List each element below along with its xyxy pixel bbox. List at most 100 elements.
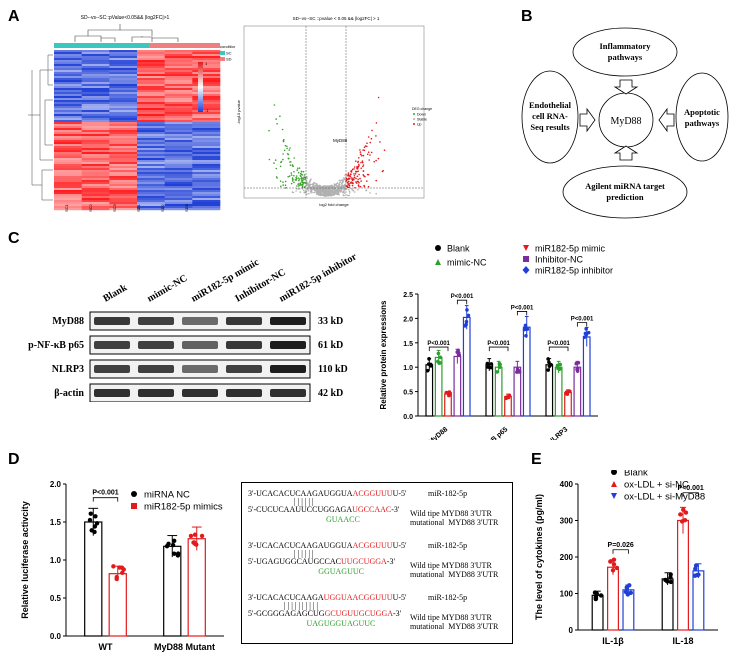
- volcano-point: [356, 167, 358, 170]
- heatmap-cell: [164, 78, 193, 81]
- data-point: [466, 313, 471, 318]
- heatmap-cell: [54, 118, 82, 121]
- significance-bracket: [548, 346, 569, 352]
- volcano-point: [303, 182, 305, 184]
- heatmap-cell: [54, 144, 82, 147]
- volcano-point: [282, 158, 284, 161]
- heatmap-cell: [192, 78, 221, 81]
- heatmap-cell: [137, 120, 165, 123]
- volcano-point: [342, 194, 344, 196]
- heatmap-cell: [164, 194, 193, 197]
- heatmap-cell: [137, 92, 165, 95]
- volcano-point: [303, 174, 306, 176]
- heatmap-cell: [164, 204, 193, 207]
- heatmap-cell: [164, 208, 193, 211]
- heatmap-cell: [137, 124, 165, 127]
- data-point: [568, 389, 572, 394]
- heatmap-cell: [54, 158, 82, 161]
- heatmap-cell: [54, 208, 82, 211]
- panel-label-a: A: [8, 8, 20, 25]
- legend-marker: [435, 245, 441, 251]
- heatmap-cell: [164, 70, 193, 73]
- heatmap-cell: [81, 110, 110, 113]
- heatmap-cell: [164, 100, 193, 103]
- volcano-point: [359, 151, 362, 153]
- volcano-point: [362, 149, 364, 151]
- blot-band: [226, 341, 262, 349]
- volcano-point: [331, 189, 333, 192]
- heatmap-cell: [164, 114, 193, 117]
- volcano-point: [308, 181, 311, 183]
- heatmap-cell: [192, 184, 221, 187]
- heatmap-cell: [192, 142, 221, 145]
- data-point: [489, 362, 494, 366]
- data-point: [436, 359, 440, 364]
- volcano-point: [323, 189, 325, 191]
- data-point: [93, 514, 98, 519]
- heatmap-cell: [109, 152, 138, 155]
- significance-label: P<0.001: [487, 341, 510, 347]
- heatmap-cell: [109, 130, 138, 133]
- mutant-sequence: GUAACC: [326, 515, 360, 524]
- heatmap-cell: [164, 86, 193, 89]
- volcano-point: [296, 185, 298, 187]
- heatmap-cell: [164, 146, 193, 149]
- utr-sequence: 5'-GCGGGAGAGCUGGCUGUUGCUGGA-3': [248, 609, 402, 618]
- heatmap-cell: [164, 192, 193, 195]
- volcano-point: [361, 161, 364, 164]
- heatmap-cell: [164, 126, 193, 129]
- volcano-point: [375, 159, 377, 162]
- heatmap-cell: [192, 108, 221, 111]
- blot-band: [182, 365, 218, 373]
- volcano-point: [280, 185, 282, 188]
- bar: [582, 336, 591, 417]
- bar: [573, 366, 582, 417]
- heatmap-cell: [137, 202, 165, 205]
- heatmap-cell: [164, 140, 193, 143]
- volcano-plot: SD--vs--SC ::pvalue < 0.05 && |log2FC| >…: [236, 16, 432, 207]
- volcano-point: [300, 170, 303, 173]
- node-endothelial-label: Endothelial cell RNA-Seq results: [529, 100, 572, 132]
- heatmap-cell: [54, 184, 82, 187]
- y-tick-label: 0.5: [403, 390, 413, 397]
- heatmap-cell: [81, 180, 110, 183]
- data-point: [592, 590, 598, 595]
- western-blot: Blank mimic-NC miR182-5p mimicInhibitor-NC…: [28, 251, 359, 402]
- heatmap-cell: [164, 82, 193, 85]
- heatmap-cell: [192, 74, 221, 77]
- data-point: [438, 355, 443, 360]
- heatmap-cell: [137, 88, 165, 91]
- volcano-point: [348, 182, 350, 185]
- data-point: [614, 565, 620, 571]
- heatmap-cell: [192, 100, 221, 103]
- data-point: [610, 568, 616, 573]
- heatmap-cell: [137, 136, 165, 139]
- heatmap-cell: [109, 160, 138, 163]
- heatmap-cell: [164, 122, 193, 125]
- heatmap-cell: [109, 150, 138, 153]
- heatmap-cells: [54, 50, 221, 211]
- volcano-point: [340, 189, 342, 192]
- heatmap-cell: [81, 152, 110, 155]
- volcano-point: [363, 149, 366, 152]
- data-point: [692, 573, 698, 578]
- heatmap-cell: [81, 134, 110, 137]
- volcano-point: [292, 178, 294, 181]
- heatmap-cell: [109, 166, 138, 169]
- heatmap-cell: [54, 206, 82, 209]
- chart-c-legend: Blank mimic-NC miR182-5p mimicInhibitor-NC…: [435, 244, 613, 276]
- heatmap-cell: [164, 116, 193, 119]
- heatmap-cell: [54, 122, 82, 125]
- heatmap-cell: [192, 106, 221, 109]
- volcano-frame: [243, 25, 425, 199]
- heatmap-cell: [81, 206, 110, 209]
- volcano-point: [283, 149, 286, 152]
- volcano-legend-up-swatch: [413, 123, 415, 125]
- heatmap-cell: [137, 160, 165, 163]
- heatmap-cell: [109, 108, 138, 111]
- volcano-point: [336, 185, 338, 187]
- legend-marker: [435, 259, 441, 265]
- heatmap-cell: [137, 84, 165, 87]
- heatmap-cell: [81, 82, 110, 85]
- heatmap-cell: [109, 72, 138, 75]
